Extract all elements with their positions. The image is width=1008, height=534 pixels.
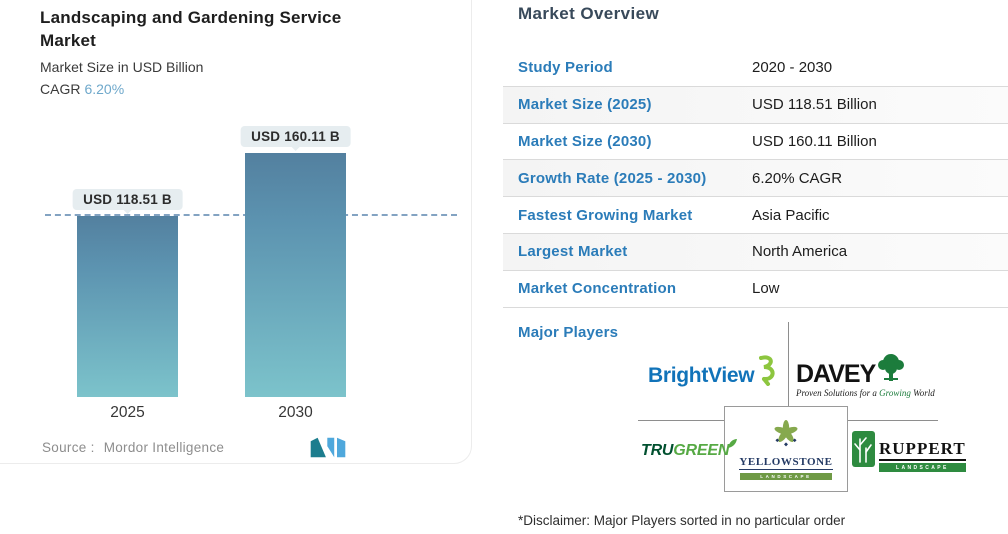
- bar-value-label-2025: USD 118.51 B: [72, 189, 183, 210]
- row-label: Fastest Growing Market: [518, 206, 693, 224]
- table-row-market-size-2025: Market Size (2025) USD 118.51 Billion: [503, 86, 1008, 124]
- table-row-study-period: Study Period 2020 - 2030: [503, 50, 1008, 87]
- table-row-fastest-growing-market: Fastest Growing Market Asia Pacific: [503, 197, 1008, 234]
- trugreen-wordmark-tru: TRU: [641, 442, 674, 459]
- davey-tree-icon: [876, 352, 906, 387]
- connector-horizontal-line-right: [848, 420, 938, 421]
- bar-2030: [245, 153, 346, 397]
- brightview-logo: BrightView: [648, 355, 776, 391]
- row-label: Market Concentration: [518, 280, 677, 298]
- yellowstone-wordmark: YELLOWSTONE: [739, 455, 833, 470]
- ruppert-tree-icon: [852, 431, 875, 472]
- ruppert-logo: RUPPERT LANDSCAPE: [852, 431, 966, 472]
- row-value: Low: [752, 280, 780, 298]
- cagr-label: CAGR: [40, 81, 81, 97]
- row-label: Market Size (2025): [518, 96, 652, 114]
- brightview-wordmark: BrightView: [648, 364, 755, 387]
- bar-2025: [77, 216, 178, 397]
- table-row-market-size-2030: Market Size (2030) USD 160.11 Billion: [503, 124, 1008, 161]
- mordor-intelligence-logo-icon: [310, 437, 346, 463]
- overview-heading: Market Overview: [518, 4, 660, 23]
- chart-subtitle: Market Size in USD Billion: [40, 59, 204, 75]
- yellowstone-logo-box: YELLOWSTONE LANDSCAPE: [724, 406, 848, 492]
- table-row-largest-market: Largest Market North America: [503, 233, 1008, 271]
- table-row-growth-rate: Growth Rate (2025 - 2030) 6.20% CAGR: [503, 160, 1008, 198]
- cagr-value: 6.20%: [84, 81, 125, 97]
- trugreen-wordmark-green: GREEN: [673, 442, 730, 459]
- table-row-market-concentration: Market Concentration Low: [503, 271, 1008, 308]
- x-axis-label-2030: 2030: [278, 404, 313, 421]
- row-value: 2020 - 2030: [752, 59, 833, 77]
- connector-horizontal-line-left: [638, 420, 724, 421]
- row-label: Study Period: [518, 59, 613, 77]
- ruppert-wordmark: RUPPERT: [879, 440, 966, 461]
- source-name: Mordor Intelligence: [103, 440, 225, 455]
- davey-wordmark: DAVEY: [796, 360, 876, 388]
- row-label: Market Size (2030): [518, 132, 652, 150]
- row-value: 6.20% CAGR: [752, 169, 843, 187]
- connector-vertical-line: [788, 322, 789, 406]
- row-value: North America: [752, 243, 848, 261]
- x-axis-label-2025: 2025: [110, 404, 145, 421]
- davey-tagline: Proven Solutions for a Growing World: [796, 388, 935, 398]
- source-attribution: Source : Mordor Intelligence: [42, 440, 224, 455]
- ruppert-landscape-bar: LANDSCAPE: [879, 463, 966, 472]
- brightview-leaf-icon: [756, 354, 776, 391]
- yellowstone-landscape-bar: LANDSCAPE: [740, 472, 832, 480]
- yellowstone-star-icon: [768, 419, 804, 454]
- row-label: Largest Market: [518, 243, 628, 261]
- trugreen-logo: TRU GREEN: [641, 439, 740, 460]
- row-value: USD 160.11 Billion: [752, 132, 877, 150]
- davey-logo: DAVEY Proven Solutions for a Growing Wor…: [796, 352, 946, 398]
- major-players-label: Major Players: [518, 324, 619, 341]
- row-label: Growth Rate (2025 - 2030): [518, 169, 707, 187]
- row-value: USD 118.51 Billion: [752, 96, 877, 114]
- bar-value-label-2030: USD 160.11 B: [240, 126, 351, 147]
- disclaimer-text: *Disclaimer: Major Players sorted in no …: [518, 513, 846, 528]
- chart-cagr-line: CAGR 6.20%: [40, 81, 124, 97]
- overview-table: Study Period 2020 - 2030 Market Size (20…: [503, 50, 1008, 308]
- chart-title: Landscaping and Gardening Service Market: [40, 8, 342, 50]
- row-value: Asia Pacific: [752, 206, 830, 224]
- source-label: Source :: [42, 440, 95, 455]
- trugreen-leaf-icon: [727, 436, 738, 454]
